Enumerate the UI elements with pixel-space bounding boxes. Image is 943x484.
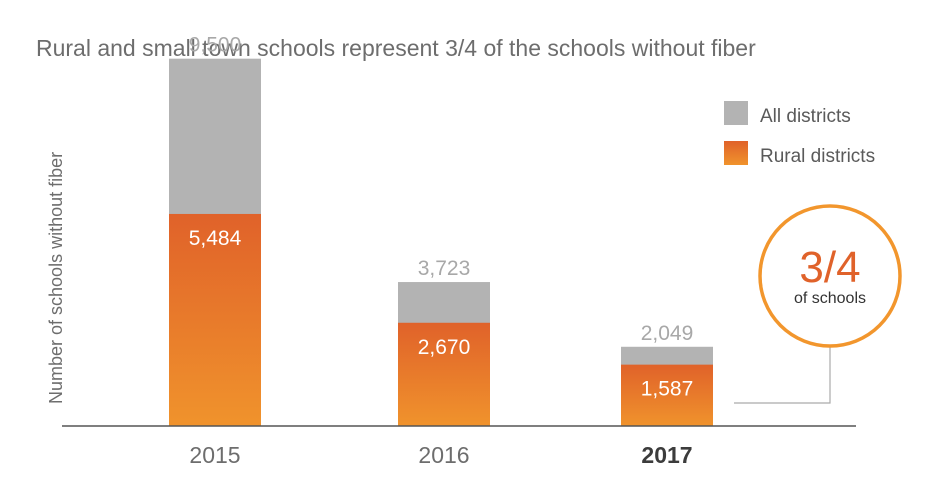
callout-circle: [758, 204, 902, 348]
callout-caption: of schools: [794, 290, 866, 307]
callout-connector-line: [734, 346, 831, 404]
data-label-all-districts-2015: 9,500: [189, 34, 242, 57]
chart-title: Rural and small town schools represent 3…: [36, 35, 756, 61]
x-tick-labels: 2015 2016 2017: [189, 442, 692, 468]
data-label-all-districts-2016: 3,723: [418, 257, 471, 280]
data-label-rural-districts-2017: 1,587: [641, 378, 694, 401]
legend: All districts Rural districts: [724, 101, 875, 167]
x-tick-label-2016: 2016: [418, 442, 469, 468]
bar-rural-districts-2015: [169, 213, 261, 426]
data-label-rural-districts-2016: 2,670: [418, 336, 471, 359]
legend-swatch-all-districts: [724, 101, 748, 125]
legend-swatch-rural-districts: [724, 141, 748, 165]
x-tick-label-2017: 2017: [641, 442, 692, 468]
legend-label-all-districts: All districts: [760, 106, 851, 127]
bars-group: 9,500 5,484 3,723 2,670 2,049 1,587: [169, 34, 713, 427]
y-axis-label: Number of schools without fiber: [46, 152, 66, 404]
callout-value: 3/4: [799, 243, 860, 292]
bar-rural-districts-2017: [621, 364, 713, 426]
data-label-rural-districts-2015: 5,484: [189, 227, 242, 250]
bar-rural-districts-2016: [398, 322, 490, 426]
x-tick-label-2015: 2015: [189, 442, 240, 468]
legend-label-rural-districts: Rural districts: [760, 146, 875, 167]
callout: 3/4 of schools: [734, 204, 902, 404]
data-label-all-districts-2017: 2,049: [641, 322, 694, 345]
